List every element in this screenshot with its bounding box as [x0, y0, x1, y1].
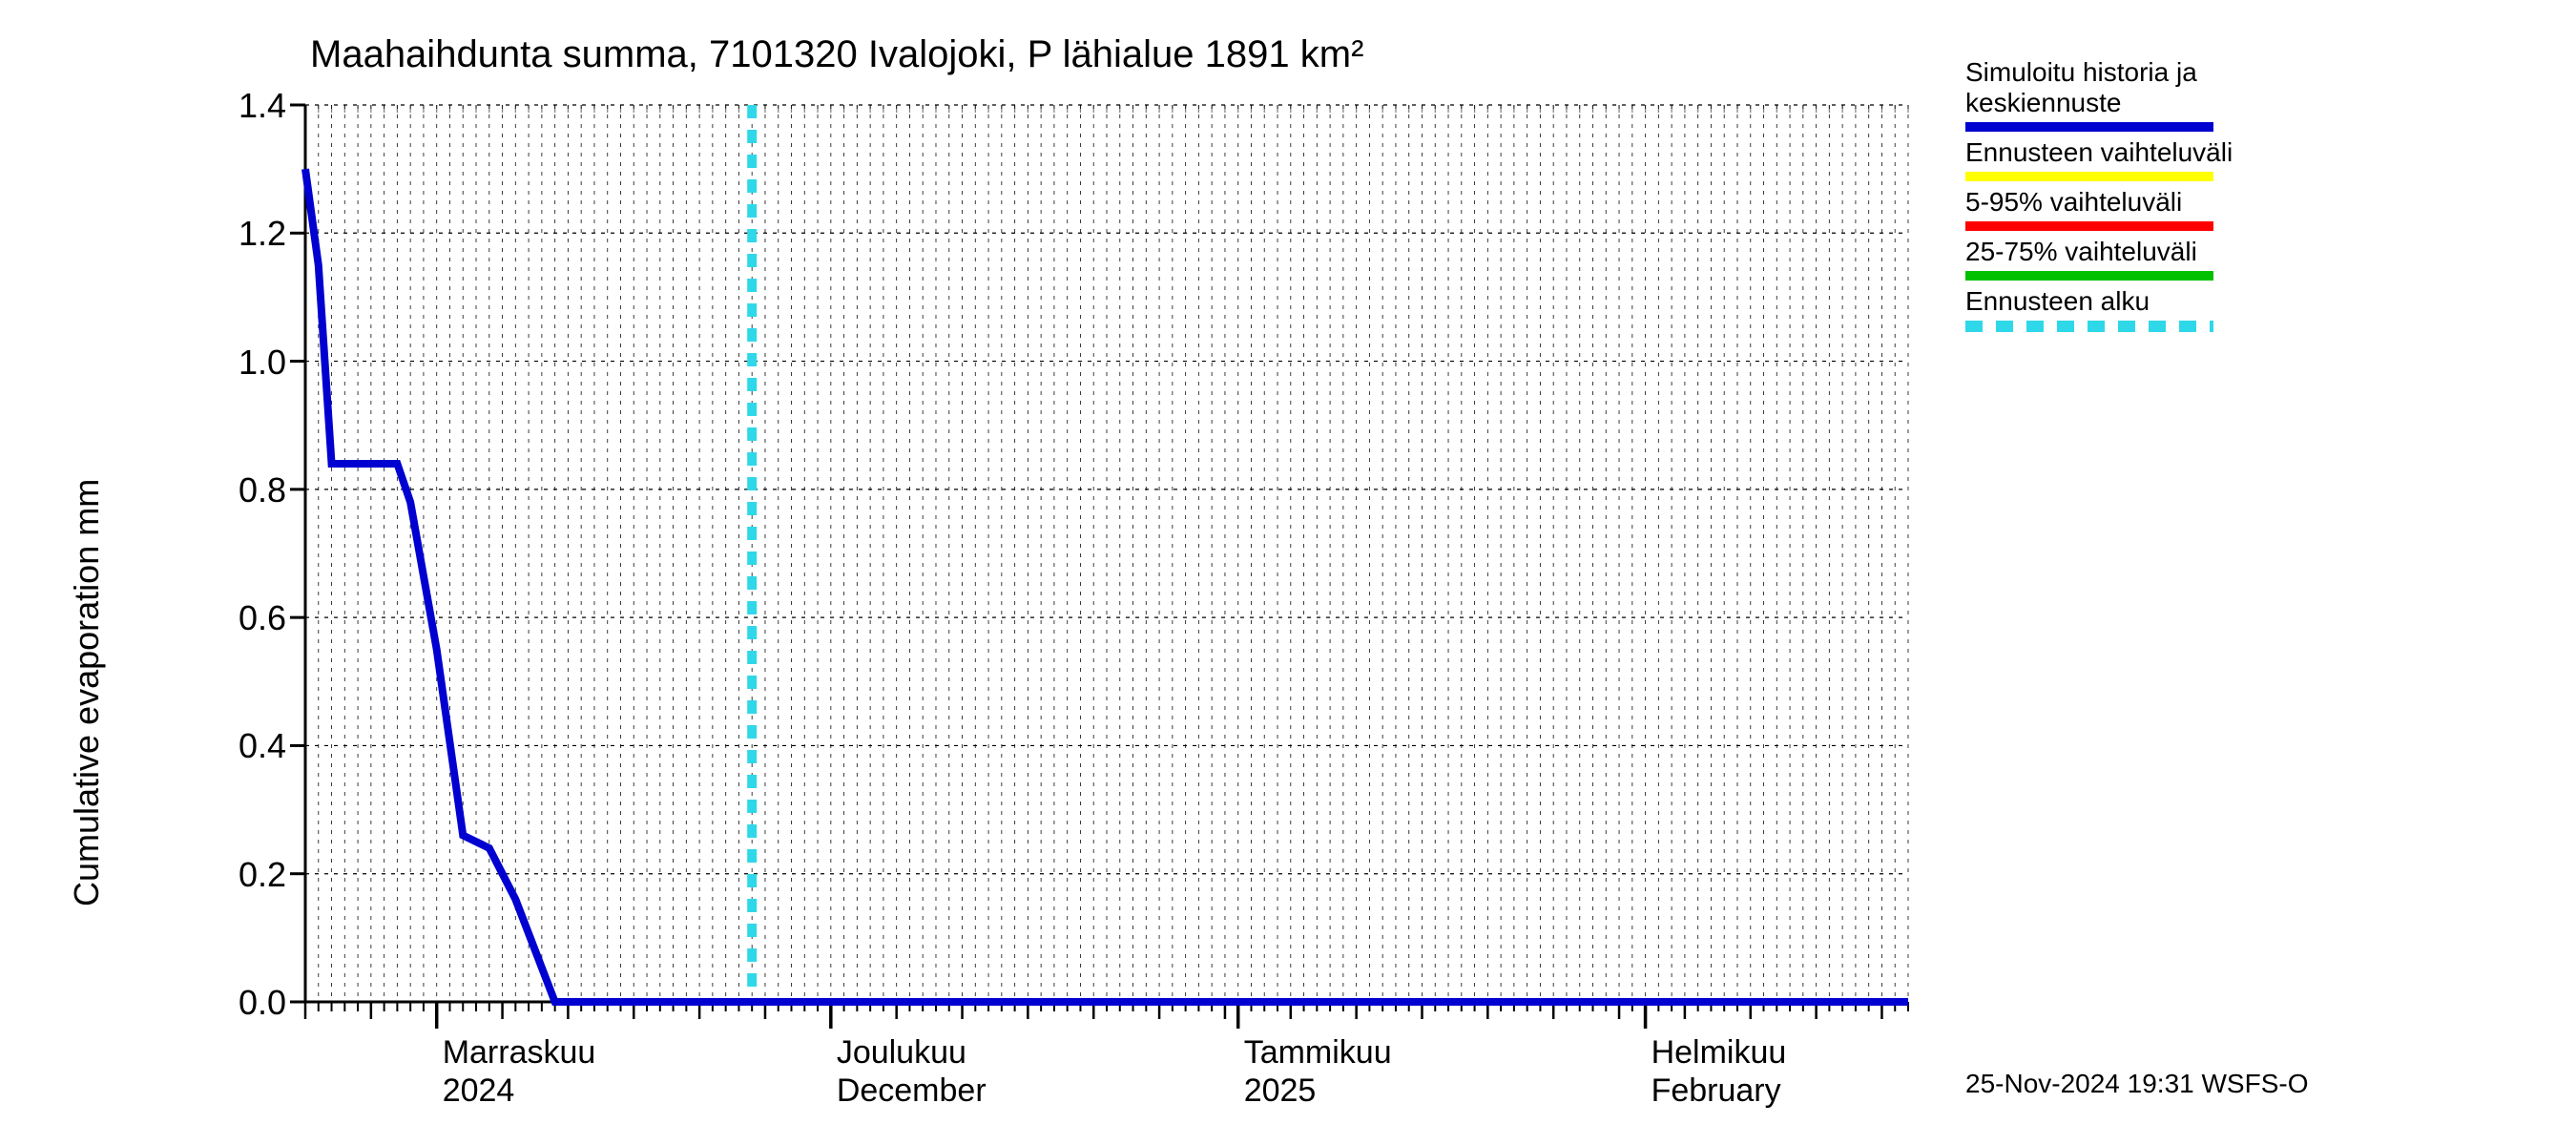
x-month-sublabel: February: [1652, 1072, 1781, 1110]
legend-swatch: [1965, 122, 2213, 132]
legend-label: Ennusteen alku: [1965, 286, 2233, 317]
y-tick-label: 0.2: [181, 855, 286, 895]
legend-swatch: [1965, 221, 2213, 231]
chart-container: Maahaihdunta summa, 7101320 Ivalojoki, P…: [0, 0, 2576, 1145]
y-tick-label: 0.0: [181, 983, 286, 1023]
x-month-label: Marraskuu: [443, 1034, 596, 1072]
legend-swatch: [1965, 172, 2213, 181]
legend: Simuloitu historia jakeskiennuste Ennuste…: [1965, 57, 2233, 338]
legend-item: Simuloitu historia jakeskiennuste: [1965, 57, 2233, 132]
legend-item: Ennusteen alku: [1965, 286, 2233, 332]
y-tick-label: 0.8: [181, 470, 286, 510]
legend-swatch: [1965, 271, 2213, 281]
x-month-sublabel: 2024: [443, 1072, 515, 1110]
legend-swatch: [1965, 321, 2213, 332]
legend-label: Simuloitu historia ja: [1965, 57, 2233, 88]
legend-item: 25-75% vaihteluväli: [1965, 237, 2233, 281]
legend-label: 25-75% vaihteluväli: [1965, 237, 2233, 267]
y-tick-label: 1.4: [181, 86, 286, 126]
legend-label: Ennusteen vaihteluväli: [1965, 137, 2233, 168]
x-month-label: Joulukuu: [837, 1034, 966, 1072]
x-month-label: Helmikuu: [1652, 1034, 1787, 1072]
y-tick-label: 1.0: [181, 343, 286, 383]
legend-label: keskiennuste: [1965, 88, 2233, 118]
legend-label: 5-95% vaihteluväli: [1965, 187, 2233, 218]
x-month-sublabel: 2025: [1244, 1072, 1317, 1110]
x-month-sublabel: December: [837, 1072, 987, 1110]
y-tick-label: 1.2: [181, 214, 286, 254]
legend-item: Ennusteen vaihteluväli: [1965, 137, 2233, 181]
legend-item: 5-95% vaihteluväli: [1965, 187, 2233, 231]
y-tick-label: 0.4: [181, 726, 286, 766]
footer-timestamp: 25-Nov-2024 19:31 WSFS-O: [1965, 1069, 2309, 1099]
x-month-label: Tammikuu: [1244, 1034, 1392, 1072]
y-tick-label: 0.6: [181, 598, 286, 638]
